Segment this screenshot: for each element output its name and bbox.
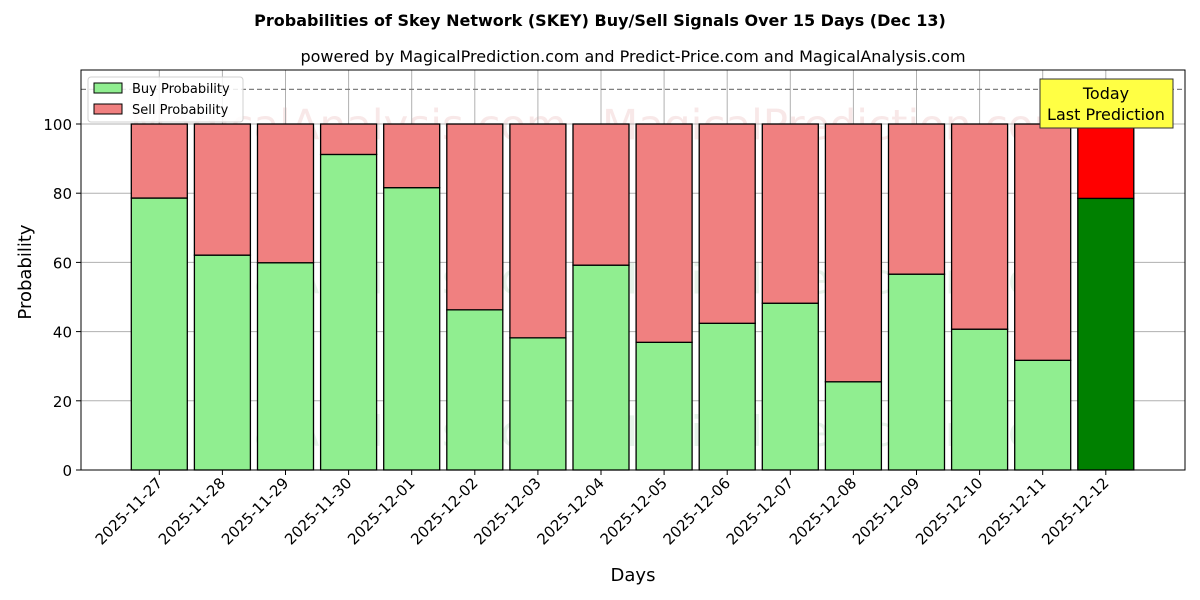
bar-buy [887, 273, 946, 471]
bar-sell [446, 123, 504, 311]
x-tick-label: 2025-12-11 [975, 474, 1049, 548]
x-tick-label: 2025-11-28 [155, 474, 229, 548]
bar-buy [761, 302, 819, 471]
bar-buy [383, 187, 441, 471]
bar-sell [193, 123, 252, 256]
x-tick-label: 2025-11-30 [281, 474, 355, 548]
bar-buy [509, 337, 567, 471]
bar-sell [635, 123, 693, 343]
bar-buy [824, 381, 883, 471]
legend-label: Sell Probability [132, 103, 229, 118]
x-tick-label: 2025-12-10 [912, 474, 986, 548]
x-tick-label: 2025-12-12 [1038, 474, 1112, 548]
bar-buy [698, 322, 756, 471]
bar-sell [1014, 123, 1072, 361]
x-axis-label: Days [611, 565, 656, 586]
bar-sell [950, 123, 1009, 330]
bar-buy [193, 254, 252, 471]
bar-sell [698, 123, 756, 324]
bar-buy [256, 262, 315, 471]
x-tick-label: 2025-12-06 [660, 474, 734, 548]
bar-sell [383, 123, 441, 189]
bar-sell [1077, 123, 1135, 200]
x-tick-label: 2025-12-02 [407, 474, 481, 548]
annotation-line: Today [1082, 84, 1129, 103]
bar-buy [572, 264, 630, 471]
y-axis-label: Probability [15, 224, 36, 319]
x-tick-label: 2025-11-27 [92, 474, 166, 548]
y-tick-label: 60 [53, 254, 72, 272]
y-tick-label: 40 [53, 324, 72, 342]
x-tick-label: 2025-12-07 [723, 474, 797, 548]
axes-frame [80, 69, 1186, 471]
x-tick-label: 2025-12-03 [470, 474, 544, 548]
bar-sell [256, 123, 315, 264]
legend-swatch [93, 82, 123, 94]
legend-label: Buy Probability [132, 82, 230, 97]
bar-buy [635, 341, 693, 471]
x-tick-label: 2025-12-09 [849, 474, 923, 548]
y-tick-label: 0 [62, 462, 72, 480]
chart-title: Probabilities of Skey Network (SKEY) Buy… [254, 11, 946, 30]
legend: Buy Probability Sell Probability [87, 76, 244, 123]
chart-subtitle: powered by MagicalPrediction.com and Pre… [300, 47, 965, 66]
legend-swatch [93, 103, 123, 115]
y-tick-label: 100 [43, 116, 72, 134]
bar-buy [319, 153, 378, 471]
x-tick-label: 2025-12-01 [344, 474, 418, 548]
x-tick-label: 2025-11-29 [218, 474, 292, 548]
y-tick-label: 20 [53, 393, 72, 411]
bar-buy [130, 197, 188, 471]
annotation-line: Last Prediction [1047, 105, 1165, 124]
x-tick-label: 2025-12-04 [533, 474, 607, 548]
bar-sell [887, 123, 946, 275]
bar-sell [572, 123, 630, 266]
bar-buy [1077, 197, 1135, 471]
bar-buy [446, 309, 504, 471]
plot-area: MagicalAnalysis.comMagicalPrediction.com… [43, 69, 1186, 548]
bar-buy [1014, 359, 1072, 471]
bar-sell [130, 123, 188, 199]
today-annotation: Today Last Prediction [1039, 78, 1174, 129]
y-tick-label: 80 [53, 185, 72, 203]
x-tick-label: 2025-12-05 [597, 474, 671, 548]
bar-sell [319, 123, 378, 156]
bar-sell [824, 123, 883, 383]
bar-sell [509, 123, 567, 339]
bar-buy [950, 328, 1009, 471]
x-tick-label: 2025-12-08 [786, 474, 860, 548]
bar-sell [761, 123, 819, 304]
